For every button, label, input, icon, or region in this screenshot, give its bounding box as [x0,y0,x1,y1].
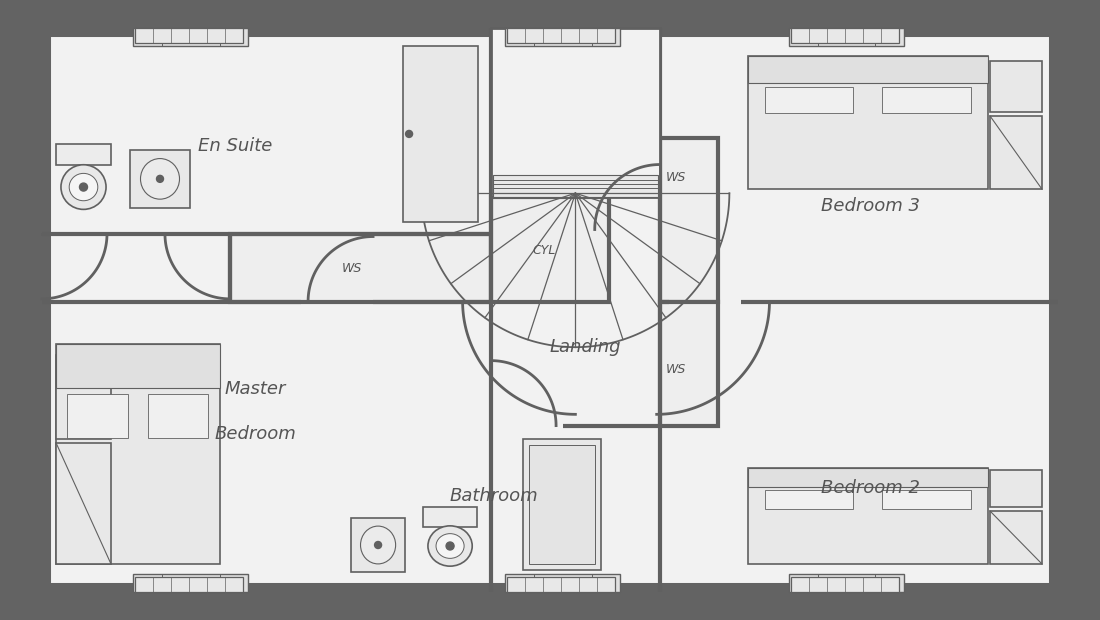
Bar [748,56,988,189]
Bar [133,574,249,592]
Bar [133,28,249,46]
Circle shape [375,541,382,549]
Bar [789,28,904,46]
Bar [791,28,899,43]
Bar [135,28,243,43]
Bar [882,87,971,113]
Bar [56,144,111,166]
Bar [990,511,1042,564]
Bar [748,56,988,82]
Circle shape [79,183,88,191]
Bar [748,467,988,487]
Ellipse shape [60,165,106,210]
Bar [130,150,190,208]
Bar [135,577,243,592]
Bar [660,301,717,425]
Text: Bedroom 2: Bedroom 2 [821,479,920,497]
Circle shape [156,175,164,182]
Bar [990,116,1042,189]
Bar [491,197,609,301]
Bar [505,574,620,592]
Text: Bedroom: Bedroom [214,425,296,443]
Text: Master: Master [224,380,286,398]
Bar [56,343,220,564]
Bar [505,28,620,46]
Bar [56,343,220,388]
Bar [789,574,904,592]
Bar [230,234,491,301]
Bar [990,61,1042,112]
Bar [424,507,477,526]
Bar [764,490,854,509]
Ellipse shape [361,526,396,564]
Circle shape [447,542,454,550]
Bar [493,175,658,197]
Bar [764,87,854,113]
Text: Bedroom 3: Bedroom 3 [821,197,920,215]
Bar [351,518,405,572]
Text: WS: WS [666,363,686,376]
Ellipse shape [69,174,98,201]
Bar [524,438,601,570]
Bar [507,577,615,592]
Bar [990,471,1042,507]
Ellipse shape [141,159,179,199]
Text: Landing: Landing [550,338,622,356]
Bar [507,28,615,43]
Bar [748,467,988,564]
Text: CYL: CYL [532,244,556,257]
Bar [56,355,111,439]
Text: En Suite: En Suite [198,138,272,156]
Bar [882,490,971,509]
Circle shape [406,130,412,138]
Text: WS: WS [666,171,686,184]
Text: Bathroom: Bathroom [450,487,538,505]
Bar [660,138,717,301]
Ellipse shape [436,534,464,559]
Bar [529,445,595,564]
Text: WS: WS [342,262,362,275]
Bar [403,46,478,222]
Bar [67,394,128,438]
Bar [56,443,111,564]
Ellipse shape [428,526,472,566]
Bar [147,394,209,438]
Bar [491,28,660,197]
Bar [791,577,899,592]
